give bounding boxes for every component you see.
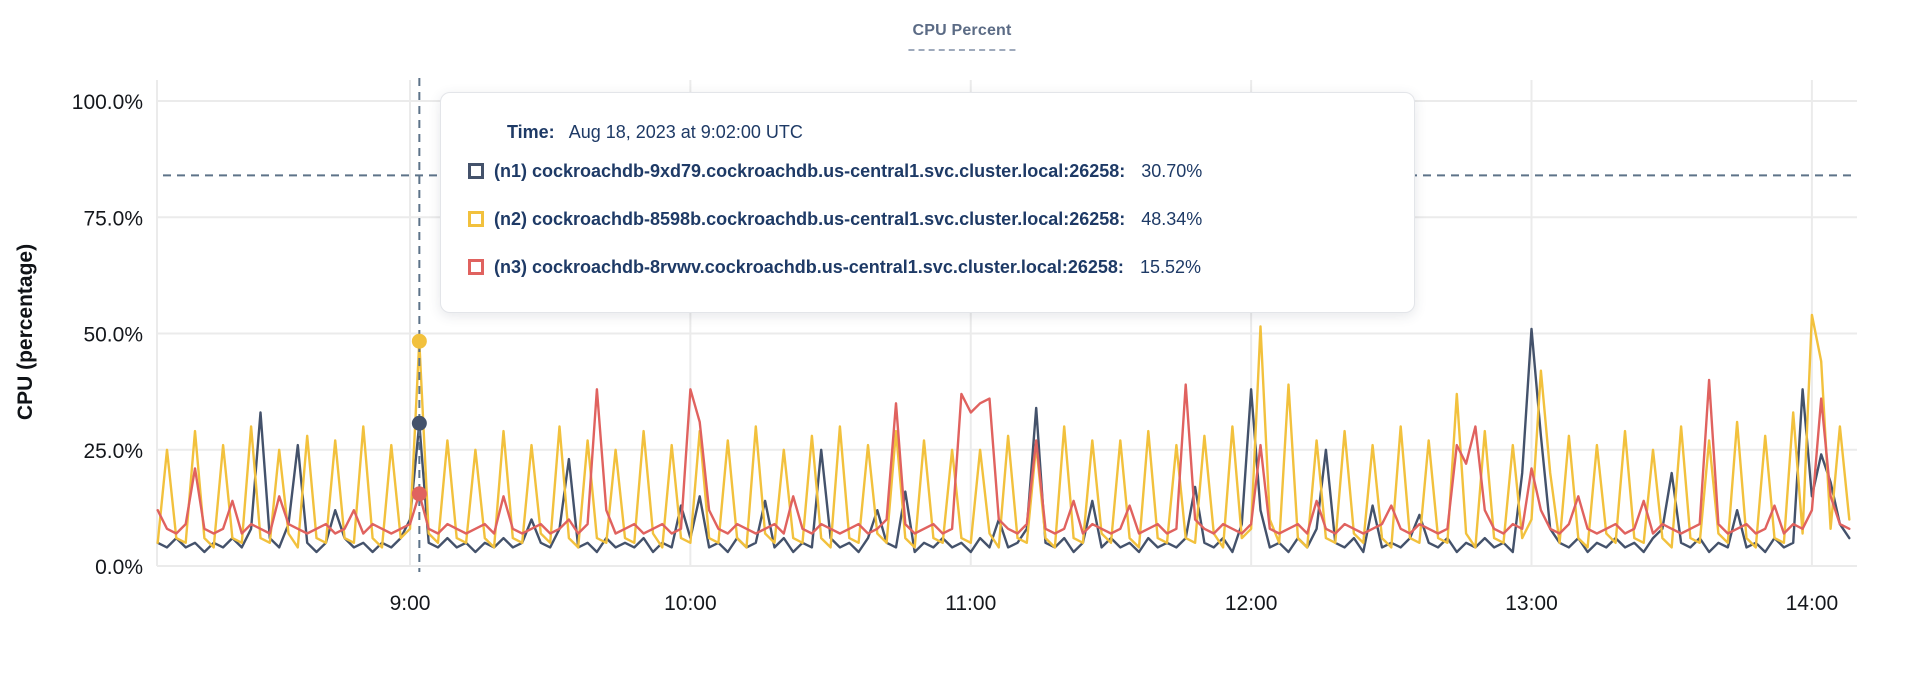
chart-tooltip: Time: Aug 18, 2023 at 9:02:00 UTC (n1) c… bbox=[440, 92, 1415, 313]
tooltip-time-value: Aug 18, 2023 at 9:02:00 UTC bbox=[568, 121, 803, 142]
tooltip-time-label: Time: bbox=[507, 121, 555, 142]
cursor-dot-n2 bbox=[411, 333, 427, 349]
legend-swatch-n2-icon bbox=[468, 211, 484, 227]
series-line-n1 bbox=[156, 327, 1851, 554]
tooltip-series-label-n3: (n3) cockroachdb-8rvwv.cockroachdb.us-ce… bbox=[494, 256, 1124, 277]
series-line-n3 bbox=[156, 378, 1851, 535]
legend-swatch-n3-icon bbox=[468, 259, 484, 275]
tooltip-row-n1: (n1) cockroachdb-9xd79.cockroachdb.us-ce… bbox=[468, 147, 1414, 195]
y-tick-label: 75.0% bbox=[83, 207, 143, 230]
x-tick-label: 13:00 bbox=[1505, 592, 1558, 615]
x-tick-label: 14:00 bbox=[1786, 592, 1839, 615]
tooltip-time-row: Time: Aug 18, 2023 at 9:02:00 UTC bbox=[507, 117, 1414, 147]
x-tick-label: 9:00 bbox=[390, 592, 431, 615]
series-line-n2 bbox=[156, 313, 1851, 549]
chart-title: CPU Percent bbox=[908, 22, 1016, 51]
tooltip-series-value-n2: 48.34% bbox=[1141, 208, 1203, 229]
x-tick-label: 12:00 bbox=[1225, 592, 1278, 615]
tooltip-series-value-n1: 30.70% bbox=[1141, 160, 1203, 181]
tooltip-series-label-n2: (n2) cockroachdb-8598b.cockroachdb.us-ce… bbox=[494, 208, 1126, 229]
y-tick-label: 25.0% bbox=[83, 440, 143, 463]
y-tick-label: 100.0% bbox=[72, 91, 143, 114]
legend-swatch-n1-icon bbox=[468, 163, 484, 179]
x-tick-label: 10:00 bbox=[664, 592, 717, 615]
cursor-dot-n1 bbox=[411, 415, 427, 431]
y-tick-label: 50.0% bbox=[83, 324, 143, 347]
tooltip-series-label-n1: (n1) cockroachdb-9xd79.cockroachdb.us-ce… bbox=[494, 160, 1126, 181]
tooltip-series-value-n3: 15.52% bbox=[1139, 256, 1201, 277]
y-tick-label: 0.0% bbox=[95, 556, 143, 579]
x-tick-label: 11:00 bbox=[945, 592, 996, 615]
cursor-dot-n3 bbox=[411, 486, 427, 502]
tooltip-row-n2: (n2) cockroachdb-8598b.cockroachdb.us-ce… bbox=[468, 195, 1414, 243]
tooltip-row-n3: (n3) cockroachdb-8rvwv.cockroachdb.us-ce… bbox=[468, 243, 1414, 291]
